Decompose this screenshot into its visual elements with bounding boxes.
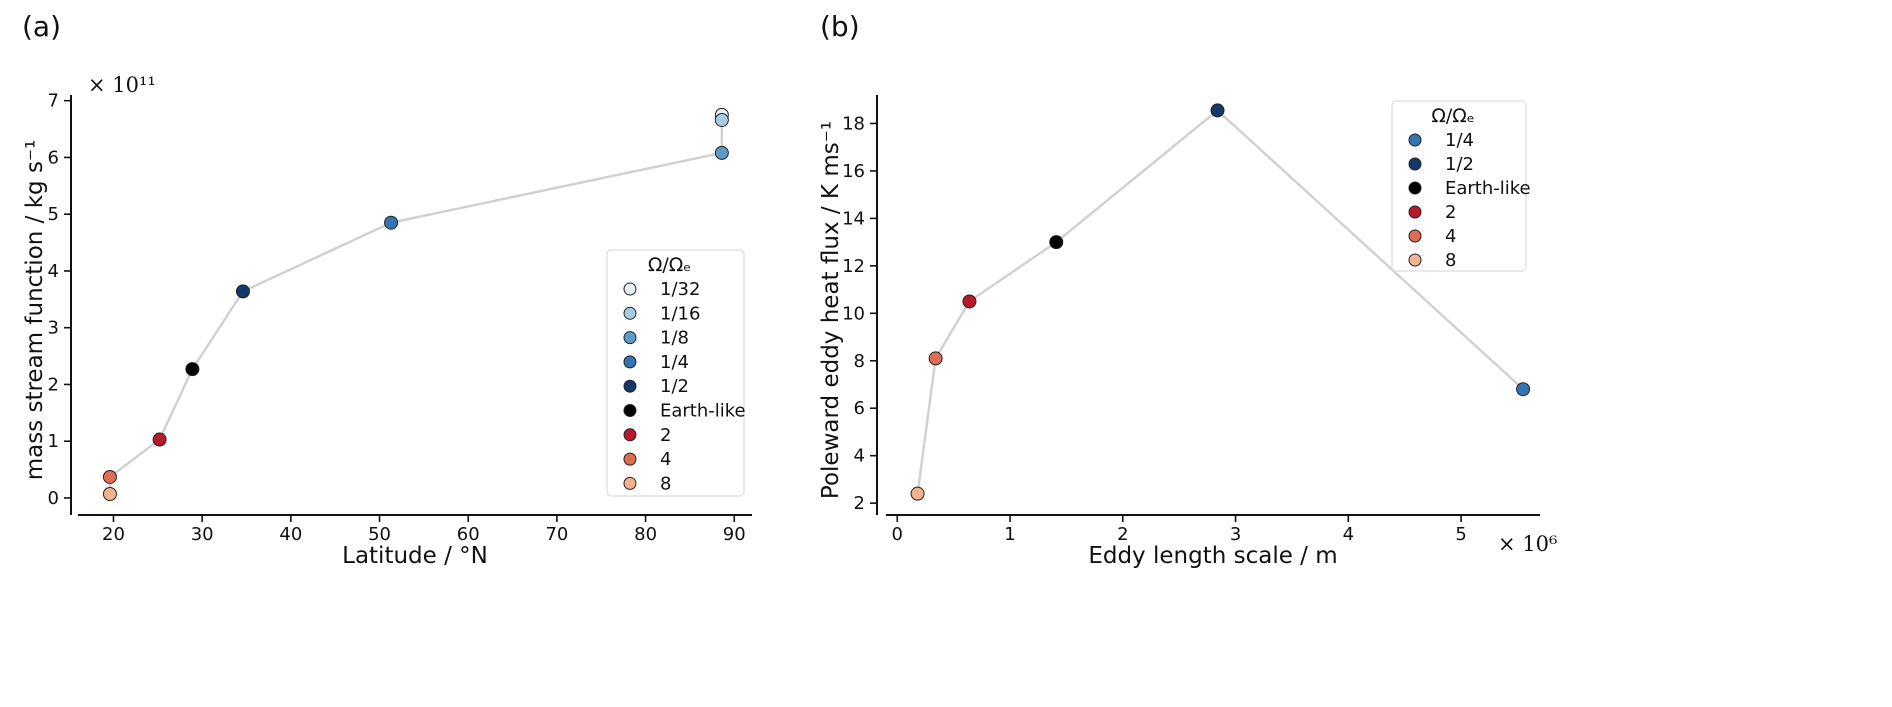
y-axis-label: Poleward eddy heat flux / K ms⁻¹: [818, 121, 844, 499]
legend-marker-1/4: [623, 355, 637, 369]
legend-label-Earth-like: Earth-like: [660, 401, 746, 422]
legend-marker-4: [1408, 229, 1422, 243]
y-tick-label: 1: [48, 431, 59, 452]
x-tick-label: 60: [457, 524, 480, 545]
y-tick-label: 8: [854, 351, 865, 372]
data-point-1/4: [1516, 382, 1531, 397]
legend-label-1/8: 1/8: [660, 328, 689, 349]
axis-multiplier: × 10⁶: [1498, 532, 1557, 556]
x-tick-label: 3: [1230, 524, 1241, 545]
legend-label-2: 2: [1445, 202, 1456, 223]
x-tick-label: 70: [545, 524, 568, 545]
legend-label-1/2: 1/2: [660, 376, 689, 397]
x-tick-label: 80: [634, 524, 657, 545]
x-tick-label: 4: [1343, 524, 1354, 545]
legend-label-1/4: 1/4: [660, 352, 689, 373]
y-tick-label: 6: [48, 147, 59, 168]
x-tick-label: 5: [1455, 524, 1466, 545]
data-point-4: [102, 469, 117, 484]
legend-marker-Earth-like: [623, 404, 637, 417]
y-tick-label: 14: [842, 208, 865, 229]
legend-label-8: 8: [660, 473, 671, 494]
legend-marker-4: [623, 452, 637, 466]
y-tick-label: 2: [48, 374, 59, 395]
legend-label-2: 2: [660, 425, 671, 446]
legend-marker-1/32: [623, 282, 637, 296]
data-point-Earth-like: [185, 362, 200, 377]
legend-marker-1/16: [623, 306, 637, 320]
x-tick-label: 2: [1117, 524, 1128, 545]
y-tick-label: 12: [842, 256, 865, 277]
y-tick-label: 6: [854, 398, 865, 419]
x-tick-label: 1: [1004, 524, 1015, 545]
chart-a: 20 30 40 50 60 70 80 90 0 1 2 3 4 5 6 7 Latitude / °N mas…: [22, 73, 752, 569]
data-point-Earth-like: [1049, 235, 1064, 250]
legend-box: [606, 249, 745, 497]
y-tick-label: 18: [842, 113, 865, 134]
legend-marker-8: [623, 476, 637, 490]
y-tick-label: 3: [48, 318, 59, 339]
legend-marker-1/8: [623, 331, 637, 345]
data-point-2: [962, 294, 977, 309]
y-tick-label: 16: [842, 161, 865, 182]
panel-b-label: (b): [820, 10, 860, 43]
legend-label-4: 4: [660, 449, 671, 470]
data-point-8: [102, 487, 117, 501]
y-tick-label: 5: [48, 204, 59, 225]
connecting-line: [916, 108, 1524, 494]
x-tick-label: 0: [892, 524, 903, 545]
x-axis-label: Latitude / °N: [342, 543, 488, 569]
data-point-4: [928, 351, 943, 366]
x-tick-label: 50: [368, 524, 391, 545]
legend-title: Ω/Ωₑ: [648, 254, 691, 276]
y-axis-label: mass stream function / kg s⁻¹: [22, 140, 48, 481]
legend-label-1/16: 1/16: [660, 303, 700, 324]
legend-marker-1/2: [623, 379, 637, 393]
x-tick-label: 40: [279, 524, 302, 545]
legend-label-1/4: 1/4: [1445, 130, 1474, 151]
y-tick-label: 10: [842, 303, 865, 324]
legend-label-1/32: 1/32: [660, 279, 700, 300]
legend-marker-2: [623, 428, 637, 442]
y-tick-label: 2: [854, 493, 865, 514]
legend-marker-1/4: [1408, 133, 1422, 147]
x-tick-label: 20: [102, 524, 125, 545]
data-point-1/2: [1210, 103, 1225, 118]
axis-multiplier: × 10¹¹: [88, 73, 156, 97]
y-tick-label: 4: [48, 261, 59, 282]
legend-marker-2: [1408, 205, 1422, 219]
panel-a-label: (a): [22, 10, 62, 43]
y-tick-label: 0: [48, 488, 59, 509]
legend-label-1/2: 1/2: [1445, 154, 1474, 175]
data-point-8: [910, 486, 925, 501]
data-point-1/16: [714, 112, 729, 127]
data-point-2: [152, 432, 167, 447]
legend-marker-Earth-like: [1408, 181, 1422, 195]
data-point-1/4: [384, 215, 399, 230]
x-tick-label: 90: [723, 524, 746, 545]
legend-label-8: 8: [1445, 250, 1456, 271]
x-tick-label: 30: [191, 524, 214, 545]
legend-label-4: 4: [1445, 226, 1456, 247]
legend-label-Earth-like: Earth-like: [1445, 178, 1531, 199]
x-axis-label: Eddy length scale / m: [1088, 543, 1337, 569]
legend-marker-8: [1408, 253, 1422, 267]
y-tick-label: 4: [854, 446, 865, 467]
legend-title: Ω/Ωₑ: [1431, 105, 1474, 127]
legend-box: [1391, 100, 1527, 272]
legend-marker-1/2: [1408, 157, 1422, 171]
y-tick-label: 7: [48, 91, 59, 112]
data-point-1/2: [235, 284, 250, 299]
data-point-1/8: [714, 145, 729, 160]
